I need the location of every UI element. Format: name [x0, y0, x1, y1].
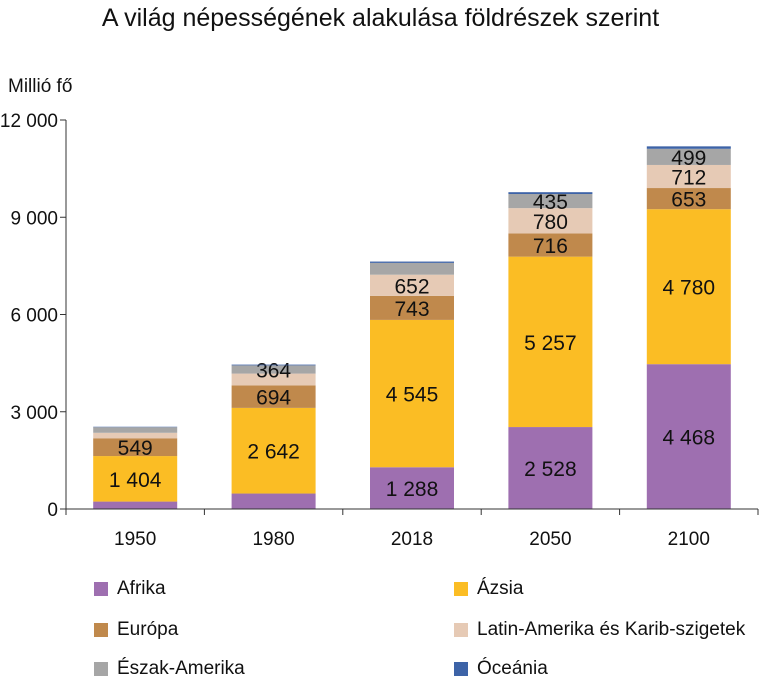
y-tick-label: 9 000: [10, 208, 58, 229]
data-label: 4 545: [386, 384, 439, 407]
legend-swatch-oceania: [454, 662, 468, 676]
bar-segment: [231, 365, 316, 374]
bar-segment: [646, 164, 731, 189]
bar-segment: [370, 467, 454, 509]
legend-swatch-afrika: [94, 582, 108, 596]
bar-segment: [93, 438, 178, 457]
bar-segment: [646, 146, 731, 149]
bar-segment: [646, 188, 731, 210]
bar-segment: [508, 233, 593, 257]
legend-swatch-azsia: [454, 582, 468, 596]
legend-item-eszak-amerika: Észak-Amerika: [94, 654, 245, 684]
legend-label-eszak-amerika: Észak-Amerika: [117, 658, 245, 679]
bar-segment: [231, 407, 316, 494]
data-label: 435: [533, 191, 568, 214]
data-label: 1 404: [109, 469, 162, 492]
bar-segment: [370, 262, 454, 275]
bar-segment: [646, 148, 731, 165]
y-tick-label: 12 000: [0, 111, 58, 132]
data-label: 2 642: [247, 441, 300, 464]
legend-item-europa: Európa: [94, 615, 178, 645]
bar-segment: [370, 261, 454, 263]
x-tick-label: 2100: [668, 529, 710, 550]
data-label: 4 780: [663, 277, 716, 300]
legend-item-afrika: Afrika: [94, 574, 166, 604]
bar-segment: [646, 209, 731, 365]
legend-swatch-europa: [94, 623, 108, 637]
bar-segment: [231, 364, 316, 366]
bar-segment: [508, 208, 593, 234]
legend-label-europa: Európa: [117, 619, 179, 640]
legend-item-latin-amerika: Latin-Amerika és Karib-szigetek: [454, 615, 745, 645]
data-label: 652: [394, 275, 429, 298]
bar-segment: [93, 501, 178, 509]
bar-segment: [231, 385, 316, 408]
chart-title: A világ népességének alakulása földrésze…: [101, 4, 660, 32]
y-tick-label: 0: [47, 500, 58, 521]
legend-label-latin-amerika: Latin-Amerika és Karib-szigetek: [477, 619, 746, 640]
legend-label-azsia: Ázsia: [477, 578, 524, 599]
data-label: 743: [394, 298, 429, 321]
data-label: 549: [118, 437, 153, 460]
legend: Afrika Ázsia Európa Latin-Amerika és Kar…: [0, 566, 761, 686]
data-label: 4 468: [663, 427, 716, 450]
legend-swatch-latin-amerika: [454, 623, 468, 637]
bar-segment: [370, 319, 454, 468]
data-label: 364: [256, 359, 291, 382]
data-label: 716: [533, 235, 568, 258]
bar-segment: [508, 192, 593, 195]
y-tick-label: 6 000: [10, 306, 58, 327]
bar-segment: [93, 432, 178, 439]
bar-segment: [508, 194, 593, 209]
x-tick-label: 2018: [391, 529, 433, 550]
data-label: 1 288: [386, 478, 439, 501]
data-label: 653: [671, 189, 706, 212]
bar-segment: [93, 427, 178, 433]
data-label: 499: [671, 147, 706, 170]
bar-segment: [231, 373, 316, 386]
legend-item-oceania: Óceánia: [454, 654, 548, 684]
bar-segment: [93, 456, 178, 502]
bar-segment: [646, 364, 731, 509]
data-label: 780: [533, 211, 568, 234]
data-label: 712: [671, 167, 706, 190]
x-tick-label: 2050: [529, 529, 571, 550]
bar-segment: [370, 274, 454, 296]
bar-segment: [508, 427, 593, 509]
y-axis-label: Millió fő: [8, 76, 72, 97]
legend-swatch-eszak-amerika: [94, 662, 108, 676]
data-label: 694: [256, 387, 291, 410]
y-tick-label: 3 000: [10, 403, 58, 424]
x-tick-label: 1980: [252, 529, 294, 550]
legend-item-azsia: Ázsia: [454, 574, 523, 604]
data-label: 2 528: [524, 458, 577, 481]
stacked-bar-chart: Millió fő 0 3 000 6 000 9 000 12 000 1 404 54…: [0, 76, 759, 550]
bar-segment: [508, 256, 593, 428]
x-tick-label: 1950: [114, 529, 156, 550]
data-label: 5 257: [524, 332, 577, 355]
bar-segment: [231, 493, 316, 509]
legend-label-oceania: Óceánia: [477, 658, 548, 679]
bar-segment: [370, 295, 454, 320]
legend-label-afrika: Afrika: [117, 578, 166, 599]
